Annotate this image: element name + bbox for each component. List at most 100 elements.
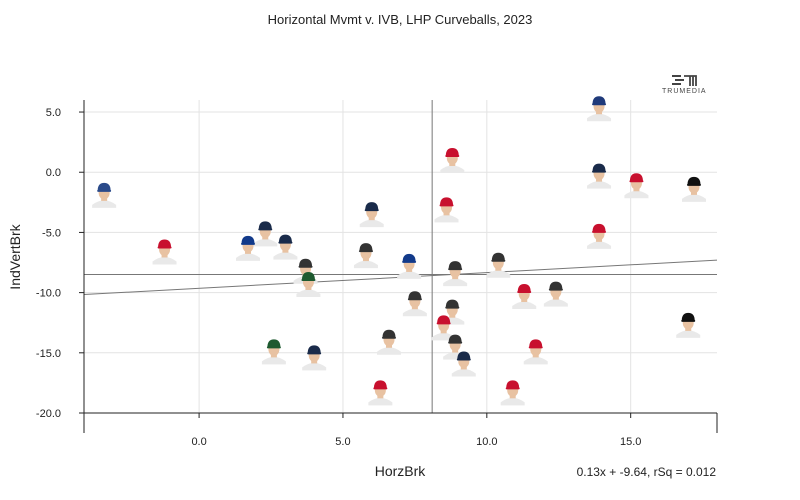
- player-cap-brim: [448, 268, 463, 271]
- x-tick-label: 5.0: [335, 436, 350, 448]
- player-jersey: [587, 181, 612, 189]
- data-point: [451, 351, 476, 377]
- player-jersey: [397, 271, 422, 279]
- player-jersey: [543, 299, 568, 307]
- player-cap-brim: [491, 259, 506, 262]
- player-cap: [629, 173, 643, 182]
- player-cap-brim: [97, 189, 112, 192]
- player-cap-brim: [381, 336, 396, 339]
- player-cap-brim: [258, 228, 273, 231]
- x-tick-label: 15.0: [620, 436, 641, 448]
- player-cap: [299, 258, 313, 267]
- data-point: [302, 345, 327, 371]
- player-jersey: [261, 356, 286, 365]
- player-jersey: [273, 252, 298, 260]
- data-point: [587, 96, 612, 122]
- data-point: [512, 284, 537, 310]
- player-cap: [457, 351, 471, 360]
- player-cap-brim: [157, 246, 172, 249]
- player-cap: [402, 253, 416, 262]
- data-point: [236, 235, 261, 261]
- regression-equation: 0.13x + -9.64, rSq = 0.012: [576, 465, 716, 479]
- data-point: [152, 239, 177, 265]
- player-cap-brim: [241, 242, 256, 245]
- player-cap-brim: [517, 291, 532, 294]
- data-point: [543, 281, 568, 307]
- player-cap-brim: [686, 183, 701, 186]
- player-jersey: [587, 113, 612, 122]
- player-cap: [529, 339, 543, 348]
- data-point: [587, 223, 612, 249]
- player-cap-brim: [301, 278, 316, 281]
- y-tick-label: -10.0: [36, 288, 61, 300]
- player-cap-brim: [448, 341, 463, 344]
- data-point: [681, 176, 706, 202]
- player-cap-brim: [402, 260, 417, 263]
- player-cap: [681, 312, 695, 321]
- player-jersey: [236, 253, 261, 261]
- player-cap: [687, 176, 701, 185]
- data-point: [440, 147, 465, 173]
- player-jersey: [152, 256, 177, 265]
- data-point: [587, 163, 612, 189]
- player-cap: [549, 281, 563, 290]
- player-cap-brim: [407, 298, 422, 301]
- player-cap-brim: [439, 204, 454, 207]
- player-jersey: [624, 190, 649, 199]
- y-tick-label: -5.0: [42, 227, 61, 239]
- data-point: [92, 182, 117, 208]
- player-cap: [373, 380, 387, 389]
- player-cap-brim: [528, 346, 543, 349]
- player-jersey: [451, 368, 476, 377]
- player-jersey: [253, 238, 278, 247]
- data-point: [397, 253, 422, 279]
- player-cap-brim: [436, 322, 451, 325]
- player-jersey: [353, 260, 378, 269]
- player-cap: [517, 284, 531, 293]
- player-jersey: [359, 219, 384, 228]
- player-cap: [592, 163, 606, 172]
- player-cap-brim: [505, 387, 520, 390]
- player-cap-brim: [358, 250, 373, 253]
- y-tick-label: 5.0: [46, 107, 61, 119]
- player-cap: [258, 221, 272, 230]
- player-cap: [448, 334, 462, 343]
- player-cap: [592, 96, 606, 105]
- grid-layer: [84, 100, 717, 414]
- data-point: [624, 173, 649, 199]
- player-cap: [97, 182, 111, 191]
- player-cap: [437, 315, 451, 324]
- player-jersey: [486, 270, 511, 278]
- player-cap: [382, 329, 396, 338]
- player-cap: [440, 197, 454, 206]
- data-point: [359, 202, 384, 228]
- player-cap: [445, 299, 459, 308]
- player-jersey: [681, 194, 706, 202]
- data-point: [368, 380, 393, 406]
- y-tick-label: 0.0: [46, 167, 61, 179]
- player-cap: [448, 261, 462, 270]
- player-jersey: [368, 397, 393, 406]
- data-point: [261, 339, 286, 365]
- player-cap-brim: [456, 358, 471, 361]
- player-cap-brim: [445, 306, 460, 309]
- player-cap-brim: [445, 154, 460, 157]
- player-jersey: [587, 241, 612, 249]
- data-point: [676, 312, 701, 338]
- data-point: [443, 261, 468, 287]
- player-cap: [506, 380, 520, 389]
- player-cap-brim: [592, 103, 607, 106]
- player-cap-brim: [373, 387, 388, 390]
- trumedia-logo: [672, 75, 697, 86]
- player-jersey: [92, 200, 117, 208]
- y-tick-label: -15.0: [36, 348, 61, 360]
- player-jersey: [302, 362, 327, 371]
- player-cap-brim: [307, 352, 322, 355]
- data-point: [253, 221, 278, 247]
- x-axis-title: HorzBrk: [375, 463, 427, 479]
- player-cap: [365, 202, 379, 211]
- x-tick-label: 0.0: [191, 436, 206, 448]
- data-point: [434, 197, 459, 223]
- brand-name: TRUMEDIA: [662, 88, 707, 95]
